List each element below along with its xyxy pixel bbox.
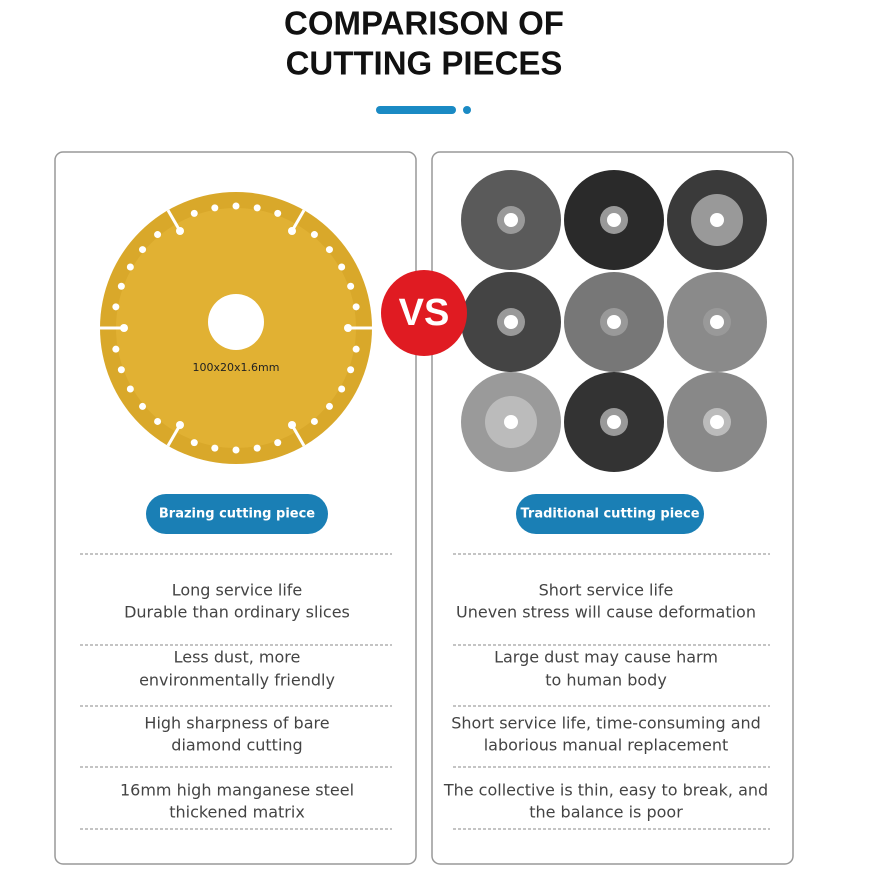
blade-slot [290,424,306,447]
disc-hole [504,315,518,329]
point-line: Durable than ordinary slices [124,603,350,622]
blade-dot [352,303,360,311]
right-button [516,494,704,534]
blade-dot [232,202,240,210]
blade-dot [211,204,219,212]
title-line: COMPARISON OF [284,5,564,42]
vs-text: VS [399,292,450,334]
point-line: High sharpness of bare [144,714,329,733]
point-line: to human body [545,671,667,690]
blade-dot [347,366,355,374]
blade-dot [325,402,333,410]
blade-slot-end [120,324,128,332]
decor-bar [376,106,456,114]
point-line: the balance is poor [529,803,683,822]
blade-slot-end [176,420,184,429]
point-line: 16mm high manganese steel [120,781,354,800]
blade-image: 100x20x1.6mm [100,192,372,464]
blade-slot [166,424,182,447]
blade-dot [338,263,346,271]
blade-dot [112,303,120,311]
point-line: Large dust may cause harm [494,648,718,667]
point-line: Long service life [172,581,303,600]
blade-dot [117,282,125,290]
blade-dot [310,231,318,239]
blade-dot [352,345,360,353]
blade-dot [139,246,147,254]
blade-slot-end [176,227,184,236]
blade-dot [126,385,134,393]
blade-dot [112,345,120,353]
point-line: The collective is thin, easy to break, a… [443,781,768,800]
disc-hole [607,315,621,329]
blade-dot [338,385,346,393]
blade-dot [274,439,282,447]
blade-dot [274,209,282,217]
blade-dot [154,231,162,239]
point-line: Less dust, more [174,648,301,667]
point-line: environmentally friendly [139,671,335,690]
disc-hole [607,415,621,429]
blade-dot [190,209,198,217]
disc-hole [710,315,724,329]
blade-marking: 100x20x1.6mm [193,361,280,374]
blade-slot-end [344,324,352,332]
blade-dot [211,444,219,452]
left-button [146,494,328,534]
point-line: thickened matrix [169,803,305,822]
disc-hole [710,415,724,429]
blade-dot [117,366,125,374]
blade-dot [253,204,261,212]
blade-dot [325,246,333,254]
point-line: laborious manual replacement [484,736,729,755]
blade-dot [190,439,198,447]
disc-hole [710,213,724,227]
vs-badge [381,270,467,356]
blade-dot [310,417,318,425]
blade-dot [154,417,162,425]
blade-dot [126,263,134,271]
point-line: Short service life [539,581,674,600]
blade-hole [208,294,264,350]
disc-grid [461,170,767,472]
point-line: Short service life, time-consuming and [451,714,761,733]
point-line: diamond cutting [171,736,302,755]
blade-dot [139,402,147,410]
blade-dot [232,446,240,454]
right-label: Traditional cutting piece [520,507,699,522]
blade-dot [253,444,261,452]
decor-dot [463,106,471,114]
blade-slot-end [288,420,296,429]
blade-dot [347,282,355,290]
disc-hole [504,415,518,429]
point-line: Uneven stress will cause deformation [456,603,756,622]
title-line: CUTTING PIECES [286,45,563,82]
disc-hole [504,213,518,227]
blade-slot-end [288,227,296,236]
left-label: Brazing cutting piece [159,507,315,522]
disc-hole [607,213,621,227]
